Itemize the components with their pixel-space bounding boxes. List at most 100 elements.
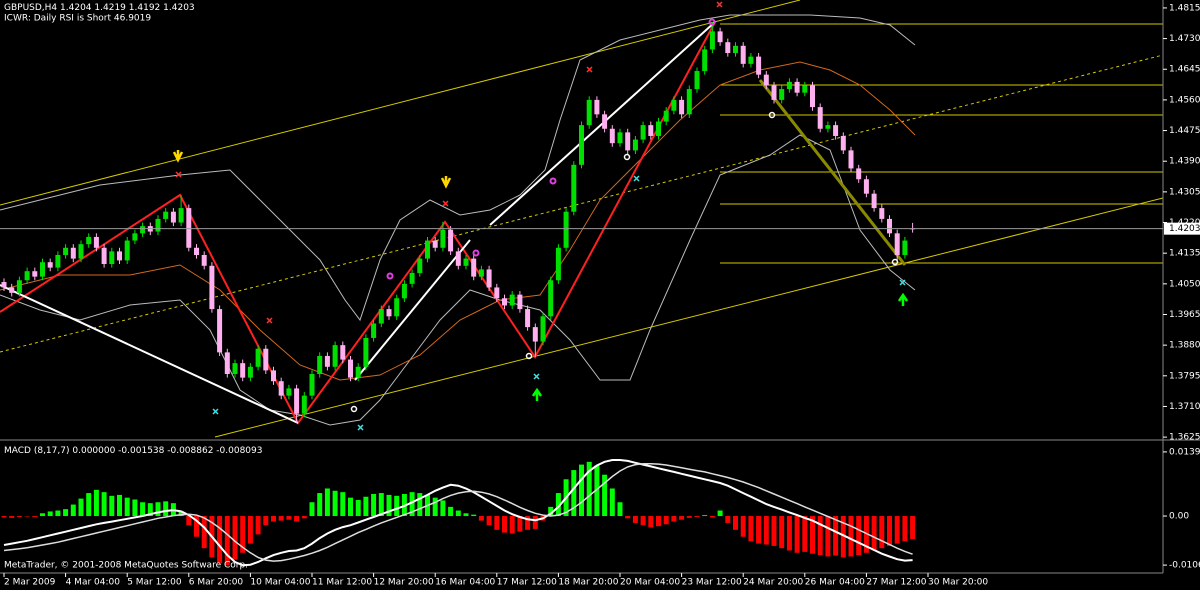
histogram-bar [517,516,523,532]
candle-body [432,240,438,248]
last-price-label: 1.4203 [1169,224,1200,234]
histogram-bar [648,516,654,528]
candle-body [686,89,692,115]
candle-body [671,99,677,111]
histogram-bar [571,470,577,517]
histogram-bar [817,516,823,556]
histogram-bar [386,494,392,517]
histogram-bar [340,492,346,517]
histogram-bar [663,516,669,525]
candle-body [509,294,515,306]
y-tick-label: 1.3880 [1169,341,1200,351]
histogram-bar [278,516,284,521]
histogram-bar [332,490,338,517]
candle-body [648,125,654,136]
candle-body [563,211,569,248]
candle-body [332,345,338,367]
x-tick-label: 10 Mar 04:00 [250,578,310,588]
candle-body [794,81,800,93]
y-tick-label: 1.3625 [1169,433,1200,443]
candle-body [455,251,461,266]
circle-markers [386,18,716,280]
candle-body [740,45,746,64]
histogram-bar [848,516,854,557]
candle-body [278,381,284,396]
candle-body [140,226,146,234]
candle-body [240,363,246,378]
candle-body [224,352,230,374]
candle-body [1,282,7,288]
candle-body [825,125,831,129]
histogram-bar [486,516,492,526]
candle-body [856,168,862,180]
candle-body [363,337,369,367]
histogram-bar [163,501,169,517]
candle-body [833,125,839,136]
candle-body [294,388,300,414]
histogram-bar [548,506,554,517]
y-tick-label: 1.4050 [1169,279,1200,289]
histogram-bar [733,516,738,530]
histogram-bar [117,494,122,517]
histogram-bar [902,516,908,542]
histogram-bar [186,516,192,526]
candle-body [124,240,130,261]
histogram-bar [317,493,323,517]
arrow-down [172,150,184,163]
candle-body [694,71,700,90]
candle-body [756,56,762,75]
y-tick-label: 1.3710 [1169,402,1200,412]
candle-body [548,280,554,317]
candle-body [586,99,592,126]
arrow-down [440,176,452,189]
band-upper [0,14,916,322]
histogram-bar [502,516,507,533]
histogram-bar [709,516,715,518]
candle-body [609,128,615,144]
candle-body [86,236,92,245]
candle-body [263,348,269,371]
histogram-bar [771,516,777,546]
histogram-bar [224,516,230,566]
histogram-bar [255,516,261,535]
histogram-bar [63,509,69,517]
histogram-bar [178,511,184,517]
histogram-bar [509,516,515,534]
candle-body [663,110,669,122]
candle-body [902,240,908,255]
histogram-bar [478,516,484,521]
candle-body [40,262,45,277]
candle-body [409,273,415,284]
histogram-bar [694,516,700,517]
candle-body [440,229,446,248]
histogram-bar [147,503,153,517]
macd-title: MACD (8,17,7) 0.000000 -0.001538 -0.0088… [4,446,262,456]
candle-body [32,271,38,277]
x-tick-label: 20 Mar 04:00 [620,578,680,588]
histogram-bar [55,510,61,517]
histogram-bar [417,493,423,517]
candle-body [401,283,407,299]
histogram-bar [617,502,623,517]
histogram-bar [194,516,199,537]
candle-body [540,316,546,342]
histogram-bar [717,510,723,517]
histogram-bar [625,516,631,519]
x-tick-label: 5 Mar 12:00 [127,578,182,588]
candle-body [471,258,477,277]
x-tick-label: 4 Mar 04:00 [66,578,121,588]
histogram-bar [863,516,869,553]
candle-body [101,247,107,264]
histogram-bar [363,496,369,517]
candle-body [109,251,115,264]
candle-body [255,348,261,367]
histogram-bar [271,516,276,522]
circle [549,177,557,185]
circle [891,258,899,266]
y-tick-label: 0.00 [1169,512,1189,522]
candle-body [632,139,638,151]
cross [212,175,906,431]
candle-body [848,150,854,169]
candle-body [571,164,577,212]
candle-body [502,298,507,306]
